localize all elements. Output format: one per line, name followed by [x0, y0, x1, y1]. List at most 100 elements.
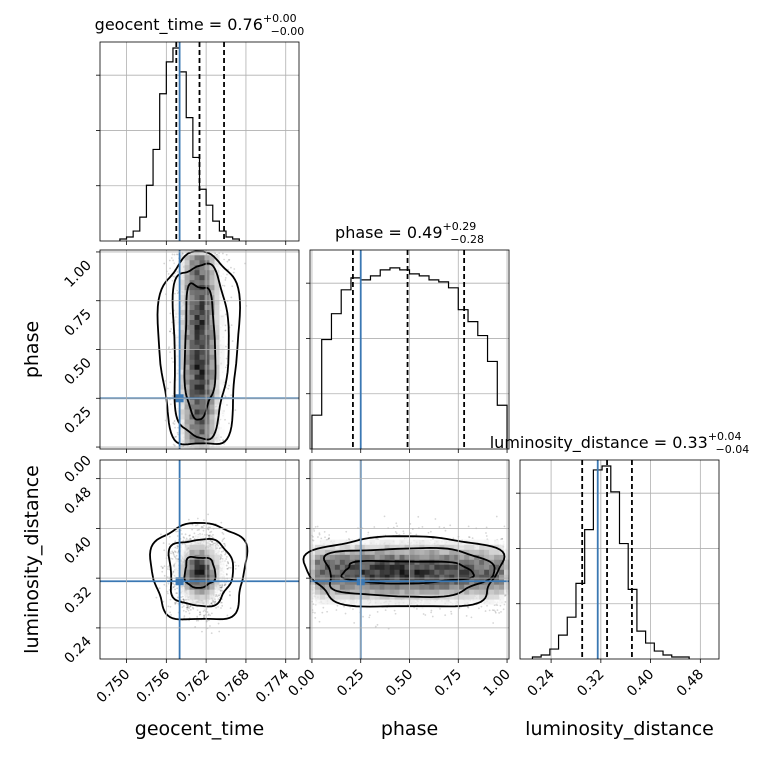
sample-point [225, 253, 228, 256]
density-cell [214, 399, 220, 405]
density-cell [204, 354, 210, 360]
hist-bar [559, 635, 568, 659]
hist-bar [331, 314, 341, 449]
sample-point [229, 594, 231, 597]
sample-point [218, 630, 221, 633]
sample-point [176, 547, 179, 550]
density-cell [189, 329, 195, 335]
density-cell [199, 324, 205, 330]
panel-border [519, 459, 720, 660]
sample-point [175, 554, 178, 557]
sample-point [176, 292, 179, 295]
hist-step-line [311, 267, 508, 449]
sample-point [198, 528, 200, 531]
sample-point [171, 395, 174, 397]
sample-point [169, 611, 172, 614]
density-cell [219, 369, 225, 375]
sample-point [229, 566, 232, 569]
density-cell [189, 384, 195, 390]
sample-point [214, 600, 217, 603]
density-cell [199, 424, 205, 430]
density-cell [194, 339, 200, 345]
panel-title: luminosity_distance = 0.33+0.04 −0.04 [490, 430, 750, 456]
sample-point [227, 562, 230, 565]
sample-point [172, 361, 175, 363]
density-cell [194, 344, 200, 350]
density-cell [214, 304, 220, 310]
sample-point [171, 279, 174, 282]
sample-point [174, 588, 176, 591]
sample-point [172, 422, 175, 424]
sample-point [158, 587, 161, 590]
density-cell [194, 329, 200, 335]
sample-point [182, 539, 185, 542]
hist-bar [611, 492, 620, 659]
density-cell [199, 429, 205, 435]
density-cell [194, 379, 200, 385]
density-cell [189, 304, 195, 310]
sample-point [169, 403, 172, 406]
sample-point [182, 609, 185, 612]
sample-point [161, 566, 164, 569]
sample-point [187, 518, 190, 521]
density-cell [209, 339, 215, 345]
density-cell [214, 294, 220, 301]
density-cell [194, 364, 200, 370]
density-cell [204, 344, 210, 350]
sample-point [234, 564, 237, 567]
density-cell [184, 259, 190, 266]
sample-point [224, 395, 227, 398]
density-cell [204, 334, 210, 340]
sample-point [164, 380, 167, 382]
hist-bar [160, 94, 167, 241]
sample-point [176, 535, 179, 537]
density-cell [189, 294, 195, 301]
sample-point [220, 436, 222, 439]
sample-point [224, 329, 227, 332]
hist-bar [410, 274, 420, 449]
sample-point [174, 426, 176, 429]
density-cell [219, 379, 225, 385]
sample-point [225, 357, 228, 360]
density-cell [219, 274, 225, 281]
sample-point [199, 611, 201, 614]
density-cell [204, 424, 210, 430]
sample-point [166, 568, 169, 570]
density-cell [219, 354, 225, 360]
density-cell [199, 359, 205, 365]
sample-point [202, 610, 205, 613]
density-cell [189, 419, 195, 425]
density-cell [194, 279, 200, 286]
sample-point [203, 614, 206, 617]
sample-point [169, 267, 172, 270]
density-cell [189, 319, 195, 325]
density-cell [204, 349, 210, 355]
density-cell [194, 334, 200, 340]
sample-point [169, 312, 172, 315]
sample-point [195, 524, 197, 527]
density-cell [219, 334, 225, 340]
density-cell [199, 269, 205, 276]
sample-point [170, 257, 173, 259]
density-cell [189, 309, 195, 315]
density-cell [184, 419, 190, 425]
sample-point [199, 532, 201, 535]
sample-point [223, 537, 226, 540]
hist-bar [186, 118, 193, 241]
panel-hist-luminosity_distance: luminosity_distance = 0.33+0.04 −0.04 [490, 430, 750, 660]
sample-point [229, 607, 232, 610]
density-cell [219, 324, 225, 330]
density-cell [194, 254, 200, 261]
title-minus: −0.04 [716, 443, 750, 456]
sample-point [167, 605, 170, 608]
density-cell [184, 414, 190, 420]
density-cell [199, 339, 205, 345]
sample-point [173, 253, 176, 256]
density-cell [199, 384, 205, 390]
sample-point [170, 328, 172, 330]
density-cell [204, 269, 210, 276]
sample-point [224, 324, 227, 327]
sample-point [174, 540, 177, 543]
sample-point [183, 537, 186, 539]
sample-point [183, 615, 186, 618]
